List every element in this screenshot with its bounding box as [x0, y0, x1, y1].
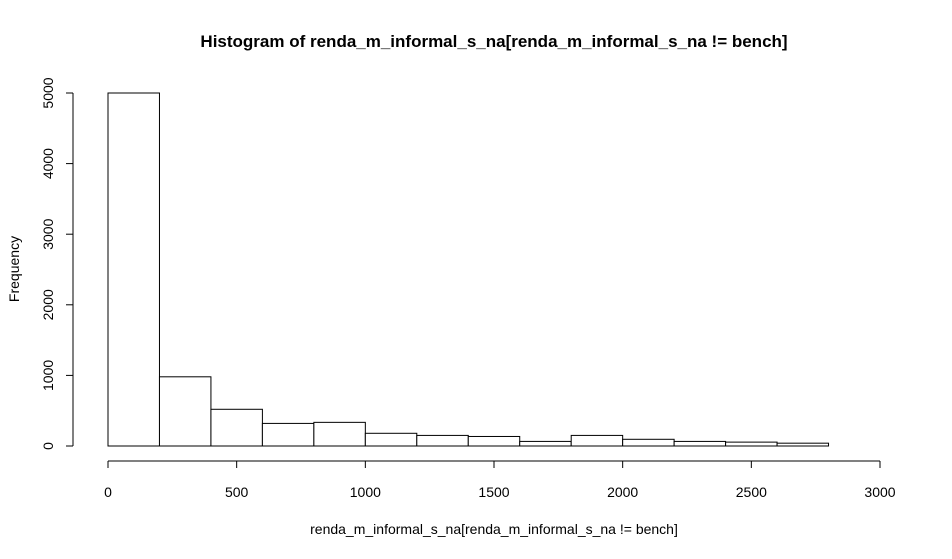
histogram-bar	[570, 434, 624, 447]
x-tick-label: 2000	[607, 484, 638, 500]
bars-group	[107, 92, 830, 447]
y-tick-label: 0	[40, 442, 56, 450]
histogram-bar	[622, 438, 675, 447]
x-tick-label: 500	[225, 484, 249, 500]
y-axis: 0 1000 2000 3000 4000 5000	[40, 77, 74, 450]
x-tick-label: 2500	[736, 484, 767, 500]
histogram-bar	[416, 434, 469, 447]
y-tick-label: 2000	[40, 289, 56, 320]
x-tick-label: 1500	[478, 484, 509, 500]
x-tick-label: 1000	[350, 484, 381, 500]
x-tick-label: 0	[104, 484, 112, 500]
histogram-bar	[107, 92, 160, 447]
x-axis-label: renda_m_informal_s_na[renda_m_informal_s…	[310, 521, 678, 537]
histogram-bar	[210, 408, 263, 447]
histogram-bar	[467, 435, 521, 447]
histogram-bar	[519, 440, 572, 447]
histogram-bar	[776, 442, 830, 447]
histogram-bar	[313, 421, 366, 447]
x-tick-label: 3000	[864, 484, 895, 500]
x-axis: 0 500 1000 1500 2000 2500 3000	[104, 460, 896, 500]
chart-title: Histogram of renda_m_informal_s_na[renda…	[200, 32, 787, 51]
histogram-bar	[725, 441, 778, 447]
y-tick-label: 3000	[40, 218, 56, 249]
histogram-bar	[261, 422, 315, 447]
histogram-bar	[673, 440, 727, 447]
histogram-bar	[364, 432, 418, 447]
histogram-bar	[158, 376, 212, 447]
y-axis-label: Frequency	[6, 236, 22, 302]
y-tick-label: 5000	[40, 77, 56, 108]
y-tick-label: 1000	[40, 360, 56, 391]
y-tick-label: 4000	[40, 148, 56, 179]
